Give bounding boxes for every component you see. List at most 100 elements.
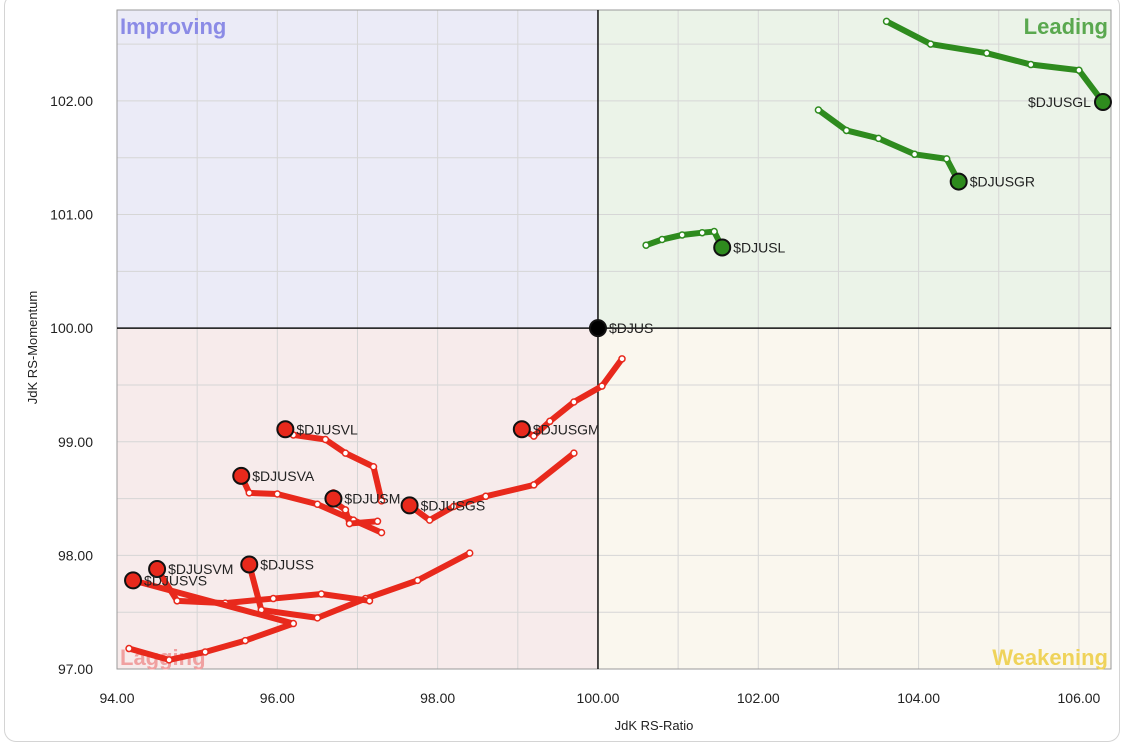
tail-point — [910, 150, 919, 159]
series-djus: $DJUS — [588, 319, 653, 338]
tail-point — [942, 155, 951, 163]
head-marker — [400, 496, 419, 515]
head-marker — [232, 466, 251, 485]
head-marker — [240, 555, 259, 574]
tail-point — [413, 576, 422, 585]
point-label: $DJUSVS — [144, 572, 207, 588]
head-marker — [324, 489, 343, 508]
tail-point — [377, 528, 386, 537]
quadrant-leading-area — [597, 10, 1111, 329]
point-label: $DJUSVA — [252, 468, 315, 484]
series-djusgm: $DJUSGM — [512, 355, 626, 440]
tail-point — [678, 231, 686, 239]
x-tick-label: 96.00 — [260, 690, 295, 706]
x-tick-label: 104.00 — [897, 690, 940, 706]
head-marker — [588, 319, 607, 338]
tail-point — [530, 432, 538, 440]
tail-point — [289, 619, 298, 628]
tail-point — [642, 241, 650, 249]
series-djusvm: $DJUSVM — [148, 560, 374, 607]
head-marker — [124, 571, 143, 590]
x-tick-label: 102.00 — [737, 690, 780, 706]
point-label: $DJUSGM — [533, 421, 600, 437]
tail-point — [465, 549, 474, 557]
tail-point — [449, 502, 458, 511]
x-tick-label: 94.00 — [99, 690, 134, 706]
tail-point — [365, 597, 374, 605]
tail-point — [598, 382, 606, 390]
tail-point — [698, 228, 706, 237]
x-tick-label: 100.00 — [577, 690, 620, 706]
series-djusgl: $DJUSGL — [882, 17, 1112, 112]
point-label: $DJUSGL — [1028, 94, 1091, 110]
point-label: $DJUSS — [260, 556, 314, 572]
point-label: $DJUSL — [733, 239, 785, 255]
series-djusvl: $DJUSVL — [276, 420, 386, 505]
series-djusm: $DJUSM — [324, 489, 400, 528]
y-tick-label: 100.00 — [50, 320, 93, 336]
tail-point — [481, 492, 490, 501]
tail-point — [1027, 60, 1035, 69]
quadrant-label-weakening: Weakening — [992, 645, 1108, 670]
tail-point — [874, 134, 883, 143]
tail-point — [710, 227, 718, 236]
tail-point — [814, 106, 823, 114]
tail-point — [273, 490, 282, 498]
head-marker — [713, 238, 732, 257]
head-marker — [148, 560, 167, 579]
tail-line — [883, 18, 1106, 106]
tail-point — [882, 17, 891, 26]
tail-point — [570, 398, 578, 406]
tail-point — [842, 126, 851, 135]
tail-point — [269, 594, 278, 603]
y-tick-label: 97.00 — [58, 661, 93, 677]
head-marker — [276, 420, 295, 439]
tail-point — [313, 500, 322, 508]
plot-frame — [116, 9, 1112, 670]
tail-point — [201, 648, 209, 656]
series-djusgs: $DJUSGS — [400, 449, 578, 524]
x-axis-title: JdK RS-Ratio — [615, 718, 694, 733]
tail-point — [165, 656, 173, 664]
tail-line — [154, 566, 373, 607]
y-axis-title: JdK RS-Momentum — [25, 291, 40, 404]
tail-line — [815, 106, 962, 185]
tail-point — [618, 355, 626, 363]
y-tick-label: 99.00 — [58, 434, 93, 450]
point-label: $DJUSM — [344, 491, 400, 507]
series-djusl: $DJUSL — [642, 227, 786, 257]
tail-point — [313, 614, 322, 622]
series-djusgr: $DJUSGR — [814, 106, 1035, 191]
tail-point — [530, 481, 538, 489]
tail-point — [321, 435, 330, 444]
head-marker — [512, 420, 531, 439]
tail-point — [373, 517, 382, 526]
tail-point — [377, 497, 386, 505]
x-tick-label: 98.00 — [420, 690, 455, 706]
tail-point — [341, 449, 350, 457]
point-label: $DJUSVL — [296, 421, 358, 437]
x-tick-label: 106.00 — [1058, 690, 1101, 706]
tail-point — [345, 519, 354, 528]
tail-line — [126, 577, 297, 663]
head-marker — [949, 172, 968, 191]
y-tick-label: 102.00 — [50, 93, 93, 109]
tail-point — [125, 644, 133, 653]
tail-point — [926, 40, 935, 48]
tail-point — [317, 590, 326, 598]
series-djusvs: $DJUSVS — [124, 571, 298, 664]
point-label: $DJUSGR — [970, 174, 1035, 190]
quadrant-label-leading: Leading — [1024, 14, 1108, 39]
tail-line — [406, 450, 577, 524]
tail-point — [241, 636, 250, 645]
tail-point — [1075, 66, 1083, 74]
point-label: $DJUSGS — [421, 497, 486, 513]
tail-point — [425, 516, 434, 524]
tail-point — [658, 235, 666, 244]
tail-point — [546, 417, 554, 426]
head-marker — [1093, 93, 1112, 112]
tail-point — [570, 449, 578, 457]
tail-point — [245, 489, 254, 497]
tail-point — [341, 506, 350, 514]
